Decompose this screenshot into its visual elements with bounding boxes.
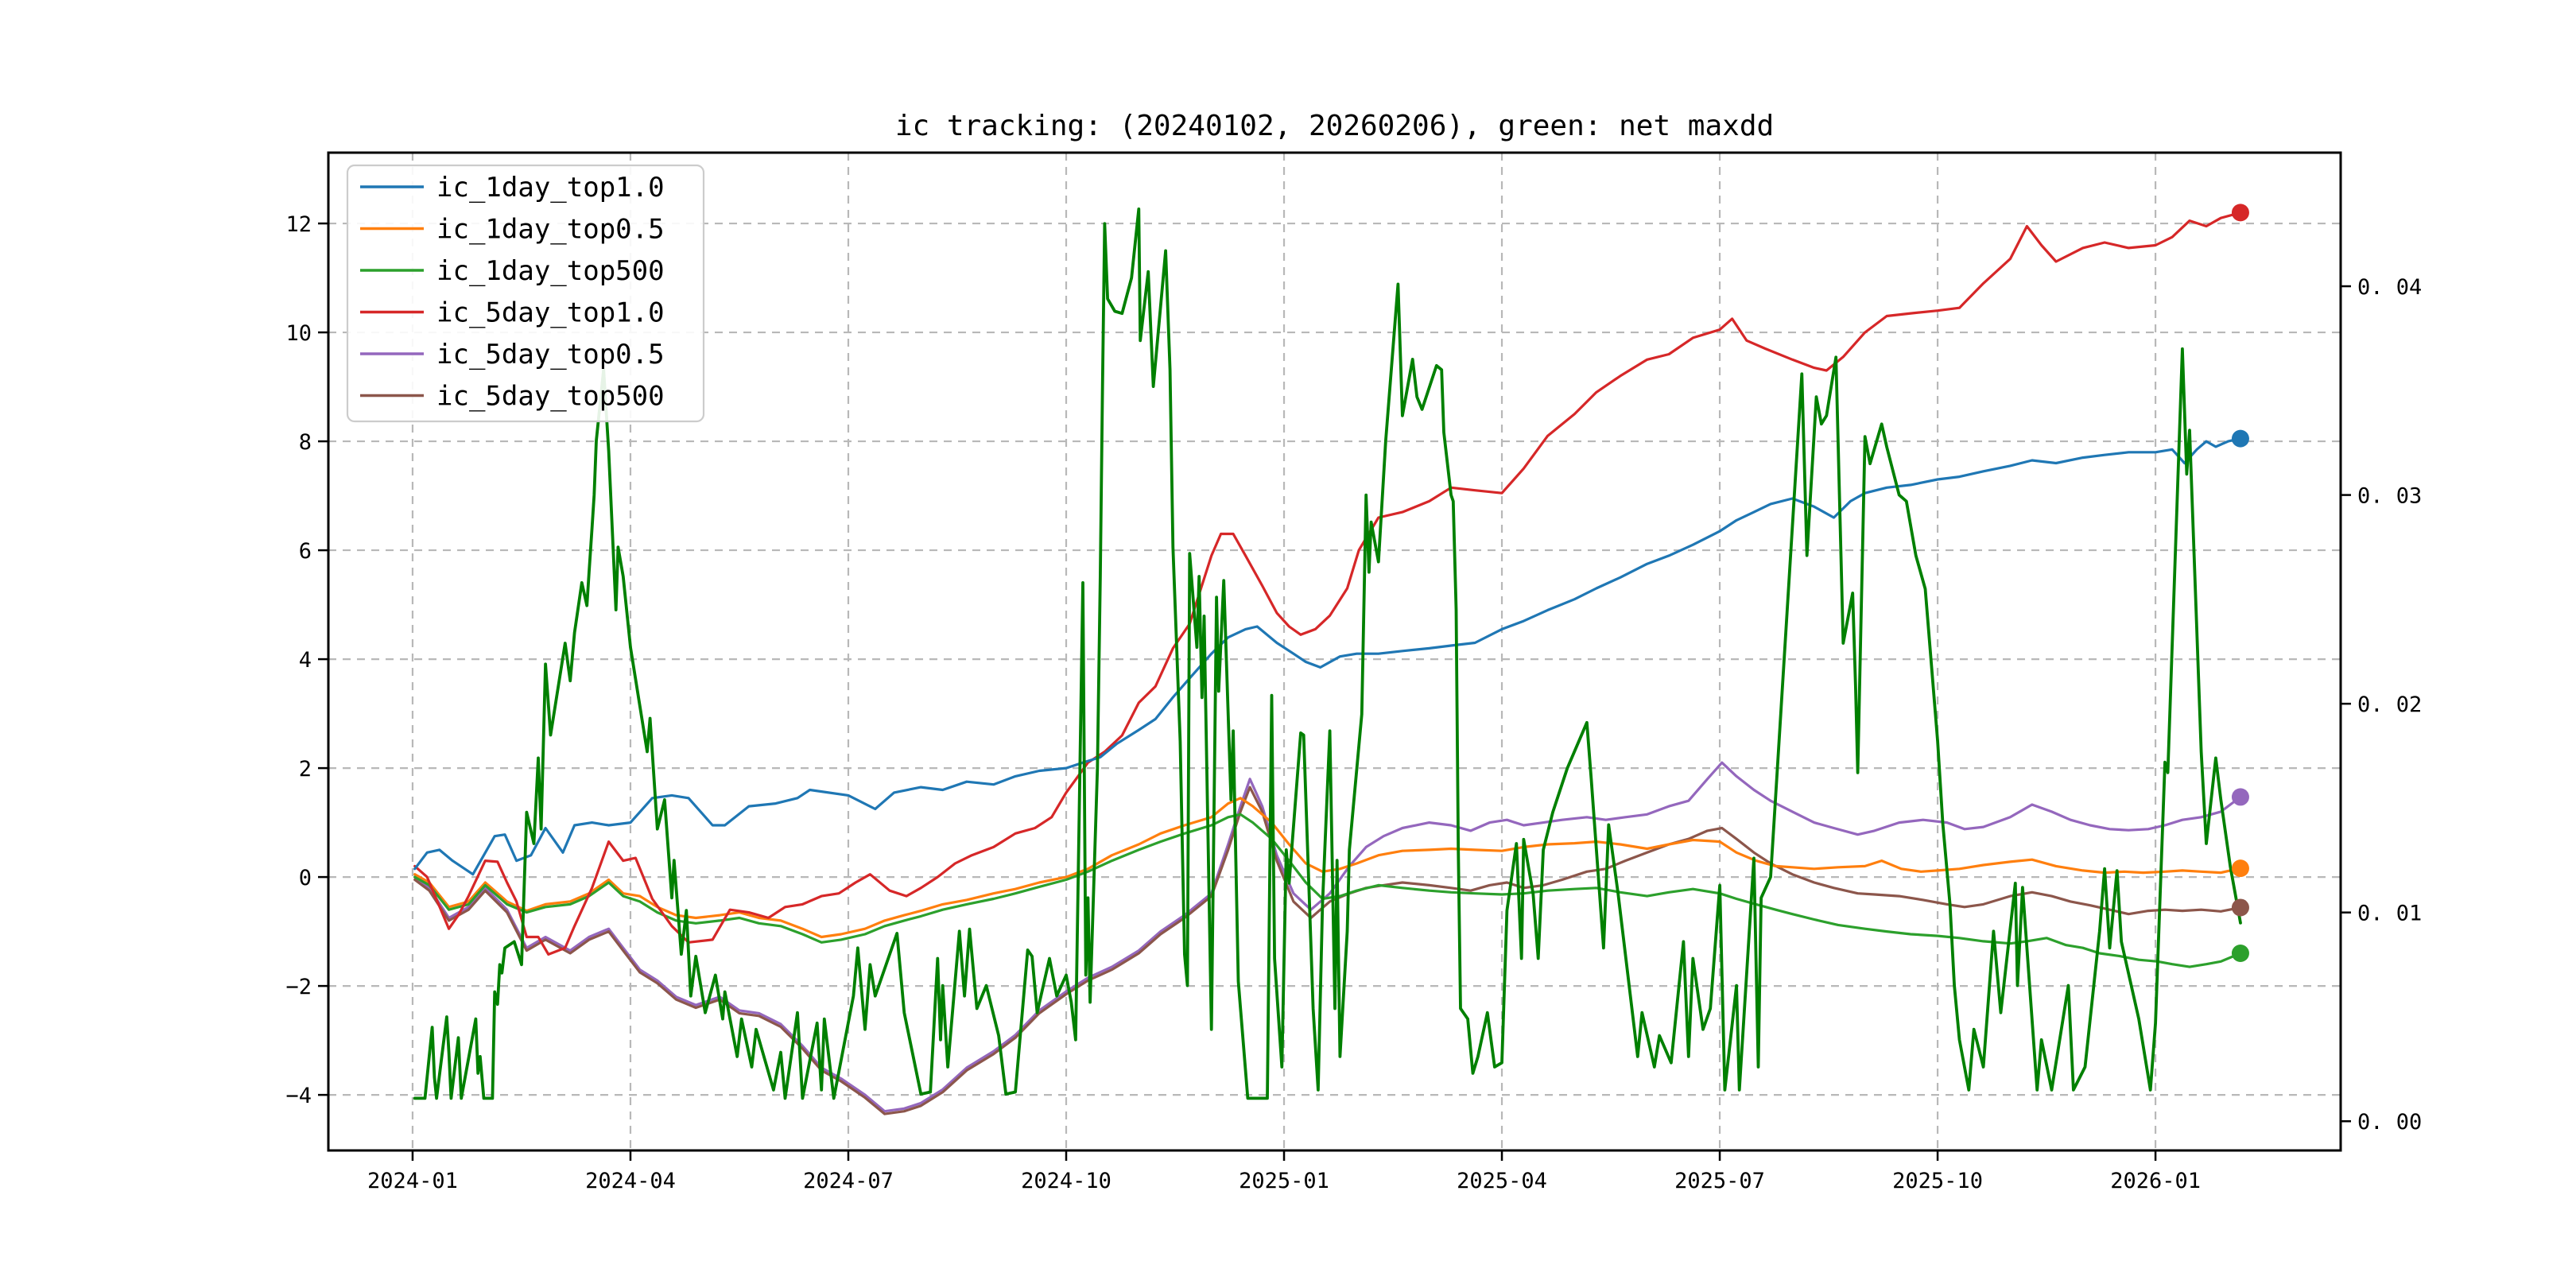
series-end-dot-ic-5day-top500 [2231, 898, 2249, 917]
series-line-net-maxdd [413, 207, 2242, 1100]
y-left-tick-label: −2 [285, 975, 312, 999]
series-line-ic-5day-top1-0 [413, 211, 2242, 956]
y-left-tick-label: 10 [285, 321, 312, 346]
series-end-dot-ic-5day-top1-0 [2231, 204, 2249, 222]
x-tick-label: 2026-01 [2110, 1169, 2201, 1193]
y-right-tick-label: 0. 00 [2357, 1110, 2422, 1135]
tick-marks [318, 222, 2351, 1161]
legend-label-ic_5day_top1_0: ic_5day_top1.0 [436, 297, 665, 329]
tick-labels: 2024-01 2024-04 2024-07 2024-10 2025-01 2025-… [285, 212, 2422, 1193]
legend-item-ic_5day_top0_5: ic_5day_top0.5 [360, 339, 665, 370]
legend-label-ic_1day_top1_0: ic_1day_top1.0 [436, 172, 665, 204]
series-end-dot-ic-5day-top0-5 [2231, 788, 2249, 806]
x-tick-label: 2025-10 [1892, 1169, 1983, 1193]
x-tick-label: 2025-07 [1674, 1169, 1765, 1193]
y-left-tick-label: −4 [285, 1084, 312, 1108]
legend-box [346, 164, 705, 423]
y-right-tick-label: 0. 03 [2357, 484, 2422, 509]
x-tick-label: 2024-01 [367, 1169, 458, 1193]
legend: ic_1day_top1.0 ic_1day_top0.5 ic_1day_top5… [346, 164, 705, 423]
legend-label-ic_5day_top0_5: ic_5day_top0.5 [436, 339, 665, 370]
y-left-tick-label: 0 [299, 866, 312, 890]
x-tick-label: 2024-04 [585, 1169, 676, 1193]
x-tick-label: 2024-07 [803, 1169, 894, 1193]
y-left-tick-label: 12 [285, 212, 312, 237]
legend-item-ic_5day_top500: ic_5day_top500 [360, 381, 665, 413]
y-left-tick-label: 2 [299, 757, 312, 782]
chart-title: ic tracking: (20240102, 20260206), green… [895, 110, 1774, 142]
y-right-tick-label: 0. 02 [2357, 692, 2422, 717]
series-end-dot-ic-1day-top1-0 [2231, 429, 2249, 448]
y-left-tick-label: 4 [299, 648, 312, 673]
y-left-tick-label: 8 [299, 430, 312, 455]
legend-label-ic_1day_top500: ic_1day_top500 [436, 255, 665, 287]
legend-item-ic_1day_top1_0: ic_1day_top1.0 [360, 172, 665, 204]
series-group [413, 207, 2242, 1115]
x-tick-label: 2024-10 [1021, 1169, 1111, 1193]
legend-item-ic_1day_top0_5: ic_1day_top0.5 [360, 214, 665, 246]
plot-border [327, 151, 2342, 1152]
series-line-ic-1day-top500 [413, 813, 2242, 968]
legend-item-ic_5day_top1_0: ic_5day_top1.0 [360, 297, 665, 329]
y-right-tick-label: 0. 01 [2357, 902, 2422, 926]
legend-item-ic_1day_top500: ic_1day_top500 [360, 255, 665, 287]
series-line-ic-1day-top1-0 [413, 436, 2242, 876]
y-left-tick-label: 6 [299, 539, 312, 564]
x-tick-label: 2025-01 [1239, 1169, 1329, 1193]
series-end-dot-ic-1day-top0-5 [2231, 859, 2249, 878]
legend-label-ic_1day_top0_5: ic_1day_top0.5 [436, 214, 665, 246]
x-tick-label: 2025-04 [1457, 1169, 1547, 1193]
legend-label-ic_5day_top500: ic_5day_top500 [436, 381, 665, 413]
series-end-dot-ic-1day-top500 [2231, 945, 2249, 963]
y-right-tick-label: 0. 04 [2357, 275, 2422, 300]
